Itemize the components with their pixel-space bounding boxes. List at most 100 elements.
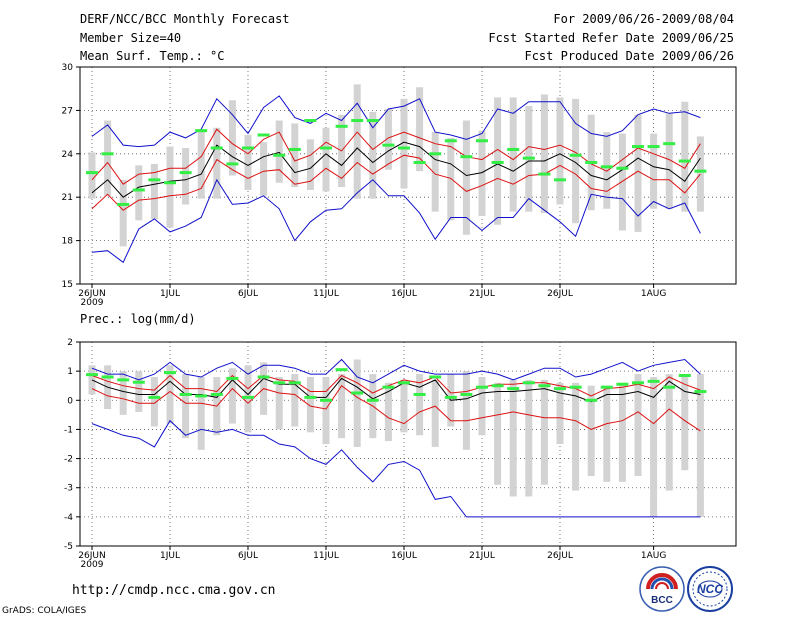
precip-green-marker (491, 384, 504, 388)
grads-credit: GrADS: COLA/IGES (2, 606, 87, 616)
precip-green-marker (522, 381, 535, 385)
precip-spread-bar (572, 382, 580, 491)
temp-ensemble-max-line (91, 95, 701, 148)
temp-spread-bar (650, 133, 658, 209)
temp-spread-bar (603, 132, 611, 209)
temp-green-marker (429, 152, 442, 156)
produced-date: Fcst Produced Date 2009/06/26 (524, 49, 734, 63)
precip-green-marker (554, 387, 566, 391)
temp-green-marker (101, 152, 114, 156)
precip-frame (79, 341, 737, 547)
source-url[interactable]: http://cmdp.ncc.cma.gov.cn (72, 583, 276, 598)
temp-green-marker (288, 147, 301, 151)
temp-spread-bar (556, 97, 564, 205)
temp-spread-bar (634, 114, 642, 232)
temp-spread-bar (665, 113, 673, 209)
temp-spread-bar (618, 133, 626, 231)
temp-ensemble-mean-line (91, 141, 701, 198)
precip-green-marker (616, 382, 629, 386)
precip-xtick-label: 1AUG (641, 551, 666, 561)
precip-green-marker (86, 373, 98, 377)
precip-green-marker (632, 381, 644, 385)
precip-ytick-label: -1 (64, 425, 73, 435)
temp-xtick-label: 16JUL (391, 289, 417, 299)
temp-spread-bar (291, 123, 299, 188)
temp-ytick-label: 27 (62, 106, 73, 116)
temp-spread-bar (681, 101, 689, 212)
precip-xtick-label: 26JUL (547, 551, 573, 561)
temp-spread-bar (322, 127, 330, 192)
bcc-logo: BCC (639, 566, 685, 612)
temp-xtick-label: 1JUL (160, 289, 180, 299)
temp-spread-bar (306, 139, 314, 190)
precip-green-marker (413, 392, 426, 396)
temp-xtick-label: 11JUL (313, 289, 339, 299)
temp-green-marker (164, 181, 176, 185)
precip-spread-bar (587, 385, 595, 477)
temp-spread-bar (416, 87, 424, 172)
precip-green-marker (460, 392, 473, 396)
precip-spread-bar (650, 376, 658, 517)
precip-spread-bar (665, 374, 673, 491)
precip-spread-bar (338, 374, 346, 439)
precip-xtick-label: 16JUL (391, 551, 417, 561)
precip-green-marker (694, 390, 707, 394)
precip-ytick-label: 0 (67, 396, 73, 406)
variable-label: Mean Surf. Temp.: °C (80, 49, 225, 63)
temp-spread-bar (244, 134, 252, 190)
precip-green-marker (663, 385, 676, 389)
precip-spread-bar (135, 371, 143, 412)
precip-spread-bar (150, 376, 158, 427)
temp-spread-bar (260, 142, 268, 196)
temp-spread-bar (478, 130, 486, 217)
temp-green-marker (647, 145, 660, 149)
precip-ytick-label: -3 (64, 484, 73, 494)
bcc-logo-text: BCC (651, 595, 673, 606)
precip-green-marker (507, 387, 520, 391)
precip-green-marker (678, 374, 691, 378)
precip-spread-bar (306, 376, 314, 433)
temp-spread-bar (353, 84, 361, 199)
temp-year-label: 2009 (81, 298, 104, 308)
precip-spread-bar (509, 379, 517, 497)
temp-mean-minus-std-line (91, 154, 701, 211)
precip-panel: -5 -4 -3 -2 -1 0 1 2 26JUN 1JUL 6JUL 11JUL 16JUL 21JU… (64, 338, 737, 570)
temp-green-marker (616, 166, 629, 170)
precip-spread-bar (494, 382, 502, 485)
precip-green-marker (476, 385, 488, 389)
temp-green-marker (242, 146, 254, 150)
temp-spread-bar (275, 120, 283, 183)
precip-ytick-label: 2 (67, 338, 73, 348)
temp-green-marker (663, 142, 676, 146)
temp-green-marker (600, 165, 613, 169)
precip-green-marker (398, 381, 410, 385)
precip-green-marker (117, 378, 130, 382)
temp-green-marker (257, 133, 270, 137)
temp-spread-bar (197, 130, 205, 199)
precip-spread-bar (197, 376, 205, 450)
precip-spread-bar (618, 382, 626, 482)
precip-green-marker (538, 384, 551, 388)
precip-ytick-label: -4 (64, 513, 73, 523)
precip-green-marker (257, 375, 270, 379)
precip-green-marker (101, 375, 114, 379)
precip-spread-bar (478, 376, 486, 436)
temp-spread-bar (88, 152, 96, 199)
precip-ytick-label: -2 (64, 455, 73, 465)
temp-green-marker (554, 178, 566, 182)
temp-spread-bar (696, 136, 704, 212)
temp-green-marker (476, 139, 488, 143)
precip-spread-bar (353, 359, 361, 447)
precip-ensemble-min-line (91, 419, 701, 518)
precip-green-marker (242, 395, 254, 399)
temp-spread-bar (462, 120, 470, 235)
temp-xtick-label: 26JUL (547, 289, 573, 299)
temp-green-marker (678, 159, 691, 163)
temp-spread-bar (447, 137, 455, 221)
temp-spread-bar (213, 127, 221, 199)
temp-ensemble-min-line (91, 178, 701, 264)
temp-green-marker (585, 160, 598, 164)
precip-spread-bar (525, 379, 533, 497)
temp-green-marker (398, 146, 410, 150)
chart-title: DERF/NCC/BCC Monthly Forecast (80, 12, 290, 26)
